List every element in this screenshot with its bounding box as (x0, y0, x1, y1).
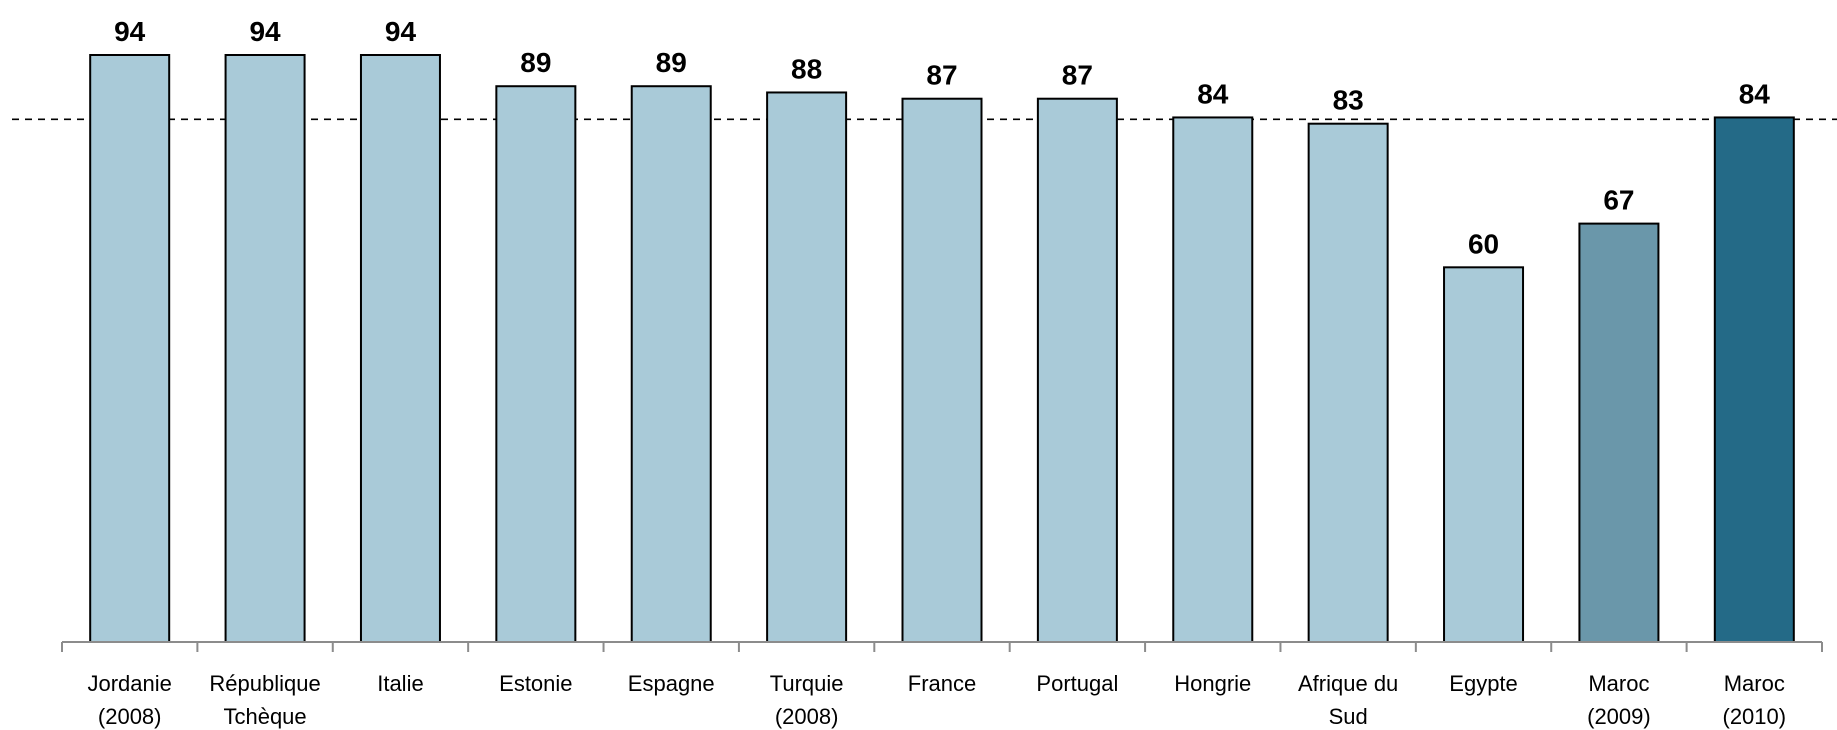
bar-5 (630, 85, 712, 644)
value-label-6: 88 (791, 53, 822, 84)
category-label-7: France (908, 671, 976, 696)
value-label-9: 84 (1197, 78, 1229, 109)
bar-10 (1307, 122, 1389, 644)
bar-11 (1443, 266, 1525, 643)
category-label-8: Portugal (1036, 671, 1118, 696)
bars-group (89, 54, 1795, 644)
category-label-4: Estonie (499, 671, 572, 696)
bar-13 (1713, 116, 1795, 643)
value-label-4: 89 (520, 47, 551, 78)
value-label-2: 94 (249, 16, 281, 47)
category-label-6: Turquie (2008) (770, 671, 844, 729)
bar-9 (1172, 116, 1254, 643)
bar-12 (1578, 222, 1660, 643)
category-label-1: Jordanie (2008) (87, 671, 171, 729)
value-label-13: 84 (1739, 78, 1771, 109)
category-label-3: Italie (377, 671, 423, 696)
value-label-10: 83 (1333, 85, 1364, 116)
value-label-11: 60 (1468, 228, 1499, 259)
value-labels-group: 94 94 94 89 89 88 87 87 84 83 60 67 84 (114, 16, 1770, 259)
value-label-3: 94 (385, 16, 417, 47)
category-label-11: Egypte (1449, 671, 1518, 696)
category-labels-group: Jordanie (2008) République Tchèque Italie Est… (87, 671, 1786, 729)
value-label-8: 87 (1062, 60, 1093, 91)
x-axis (61, 641, 1823, 652)
bar-1 (89, 54, 171, 643)
category-label-5: Espagne (628, 671, 715, 696)
value-label-7: 87 (926, 60, 957, 91)
category-label-2: République Tchèque (209, 671, 320, 729)
bar-3 (359, 54, 441, 643)
category-label-12: Maroc (2009) (1587, 671, 1651, 729)
bar-7 (901, 97, 983, 643)
bar-2 (224, 54, 306, 643)
bar-4 (495, 85, 577, 644)
value-label-12: 67 (1603, 185, 1634, 216)
value-label-1: 94 (114, 16, 146, 47)
category-label-9: Hongrie (1174, 671, 1251, 696)
category-label-10: Afrique du Sud (1298, 671, 1398, 729)
bar-8 (1036, 97, 1118, 643)
value-label-5: 89 (656, 47, 687, 78)
category-label-13: Maroc (2010) (1723, 671, 1787, 729)
bar-6 (766, 91, 848, 644)
